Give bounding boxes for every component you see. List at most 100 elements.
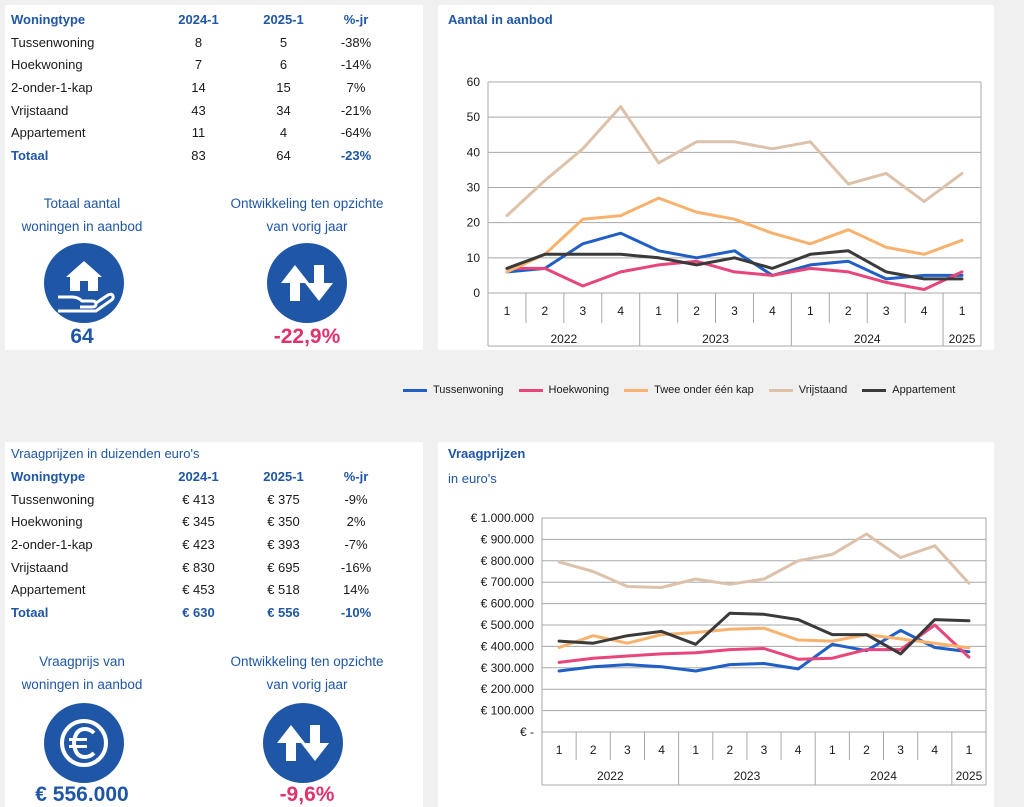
- table-row: Appartement € 453 € 518 14%: [11, 578, 391, 601]
- cell-pct: -7%: [344, 536, 368, 552]
- kpi-price-value: € 556.000: [35, 783, 129, 806]
- cell-type: Hoekwoning: [11, 57, 83, 73]
- up-down-arrows-icon: [267, 243, 347, 323]
- x-group-label: 2025: [949, 332, 976, 346]
- kpi-label-line2: woningen in aanbod: [21, 219, 143, 234]
- cell-type: Vrijstaand: [11, 102, 69, 118]
- cell-2025: € 350: [267, 514, 300, 530]
- legend-item-vrijstaand: Vrijstaand: [768, 384, 848, 396]
- cell-2025: 4: [279, 125, 288, 141]
- col-2025: 2025-1: [263, 11, 304, 27]
- x-group-label: 2023: [734, 769, 761, 783]
- kpi-label-line1: Vraagprijs van: [39, 654, 125, 669]
- cell-2024: 8: [194, 34, 203, 50]
- series-line-twee-onder-een-kap: [557, 626, 971, 650]
- y-tick-label: 60: [467, 75, 481, 89]
- table-row: Appartement 11 4 -64%: [11, 121, 391, 144]
- kpi-price-change-value: -9,6%: [279, 783, 335, 806]
- y-tick-label: € 300.000: [481, 661, 535, 675]
- table-row: 2-onder-1-kap 14 15 7%: [11, 76, 391, 99]
- x-tick-label: 4: [769, 304, 776, 318]
- x-tick-label: 2: [590, 743, 597, 757]
- x-tick-label: 1: [504, 304, 511, 318]
- cell-2024: 43: [191, 102, 206, 118]
- table-total-row: Totaal € 630 € 556 -10%: [11, 601, 391, 624]
- table-total-row: Totaal 83 64 -23%: [11, 144, 391, 167]
- cell-pct: -38%: [340, 34, 372, 50]
- euro-icon: [44, 703, 124, 783]
- x-group-label: 2025: [956, 769, 983, 783]
- x-tick-label: 4: [921, 304, 928, 318]
- table-row: Vrijstaand 43 34 -21%: [11, 99, 391, 122]
- table-row: 2-onder-1-kap € 423 € 393 -7%: [11, 533, 391, 556]
- cell-pct: 7%: [346, 79, 366, 95]
- col-2024: 2024-1: [178, 11, 219, 27]
- series-line-appartement: [505, 249, 964, 281]
- y-tick-label: € 600.000: [481, 597, 535, 611]
- series-line-tussenwoning: [557, 628, 971, 673]
- kpi-change-value: -22,9%: [273, 325, 341, 348]
- top-chart-title: Aantal in aanbod: [448, 12, 553, 27]
- series-line-appartement: [557, 611, 971, 656]
- legend-label: Hoekwoning: [548, 384, 610, 396]
- cell-type: Appartement: [11, 125, 86, 141]
- cell-2024: € 423: [182, 536, 215, 552]
- series-line-twee-onder-een-kap: [505, 196, 964, 274]
- table-row: Hoekwoning 7 6 -14%: [11, 53, 391, 76]
- cell-pct: -23%: [340, 147, 372, 163]
- x-group-label: 2023: [702, 332, 729, 346]
- cell-2024: € 345: [182, 514, 215, 530]
- x-group-label: 2022: [597, 769, 624, 783]
- x-tick-label: 2: [542, 304, 549, 318]
- kpi-change-label: Ontwikkeling ten opzichte van vorig jaar: [222, 192, 392, 238]
- x-tick-label: 4: [617, 304, 624, 318]
- bottom-caption: Vraagprijzen in duizenden euro's: [11, 446, 200, 461]
- x-tick-label: 1: [556, 743, 563, 757]
- cell-type: Totaal: [11, 604, 49, 620]
- top-table: Woningtype 2024-1 2025-1 %-jr Tussenwoni…: [11, 8, 391, 167]
- y-tick-label: € 1.000.000: [471, 511, 535, 525]
- cell-2025: 15: [276, 79, 291, 95]
- col-woningtype: Woningtype: [11, 468, 86, 484]
- legend-item-tussenwoning: Tussenwoning: [403, 384, 504, 396]
- series-line-tussenwoning: [505, 231, 964, 281]
- y-tick-label: € 900.000: [481, 532, 535, 546]
- series-line-hoekwoning: [557, 623, 971, 664]
- y-tick-label: € 700.000: [481, 575, 535, 589]
- cell-type: 2-onder-1-kap: [11, 79, 93, 95]
- col-2024: 2024-1: [178, 468, 219, 484]
- cell-pct: -16%: [340, 559, 372, 575]
- cell-pct: -9%: [344, 491, 368, 507]
- y-tick-label: 0: [473, 286, 480, 300]
- bottom-line-chart: € - € 100.000 € 200.000 € 300.000 € 400.000 €…: [471, 511, 987, 786]
- legend-item-hoekwoning: Hoekwoning: [518, 384, 610, 396]
- x-tick-label: 3: [761, 743, 768, 757]
- cell-type: Hoekwoning: [11, 514, 83, 530]
- x-group-label: 2024: [854, 332, 881, 346]
- cell-pct: -64%: [340, 125, 372, 141]
- col-woningtype: Woningtype: [11, 11, 86, 27]
- kpi-label-line2: woningen in aanbod: [21, 677, 143, 692]
- cell-2024: € 453: [182, 582, 215, 598]
- x-tick-label: 1: [807, 304, 814, 318]
- legend-label: Vrijstaand: [798, 384, 848, 396]
- y-tick-label: € 100.000: [481, 704, 535, 718]
- y-tick-label: 30: [467, 181, 481, 195]
- y-tick-label: € 200.000: [481, 682, 535, 696]
- cell-2025: € 518: [267, 582, 300, 598]
- x-tick-label: 3: [731, 304, 738, 318]
- series-line-vrijstaand: [557, 532, 971, 589]
- kpi-label-line2: van vorig jaar: [266, 677, 348, 692]
- kpi-label-line2: van vorig jaar: [266, 219, 348, 234]
- cell-2024: € 413: [182, 491, 215, 507]
- kpi-total-label: Totaal aantal woningen in aanbod: [0, 192, 167, 238]
- up-down-arrows-icon: [263, 703, 343, 783]
- cell-2025: 34: [276, 102, 291, 118]
- cell-type: Totaal: [11, 147, 49, 163]
- x-tick-label: 3: [883, 304, 890, 318]
- x-tick-label: 4: [795, 743, 802, 757]
- bottom-table: Woningtype 2024-1 2025-1 %-jr Tussenwoni…: [11, 465, 391, 624]
- cell-type: Vrijstaand: [11, 559, 69, 575]
- cell-2025: 64: [276, 147, 291, 163]
- x-tick-label: 3: [579, 304, 586, 318]
